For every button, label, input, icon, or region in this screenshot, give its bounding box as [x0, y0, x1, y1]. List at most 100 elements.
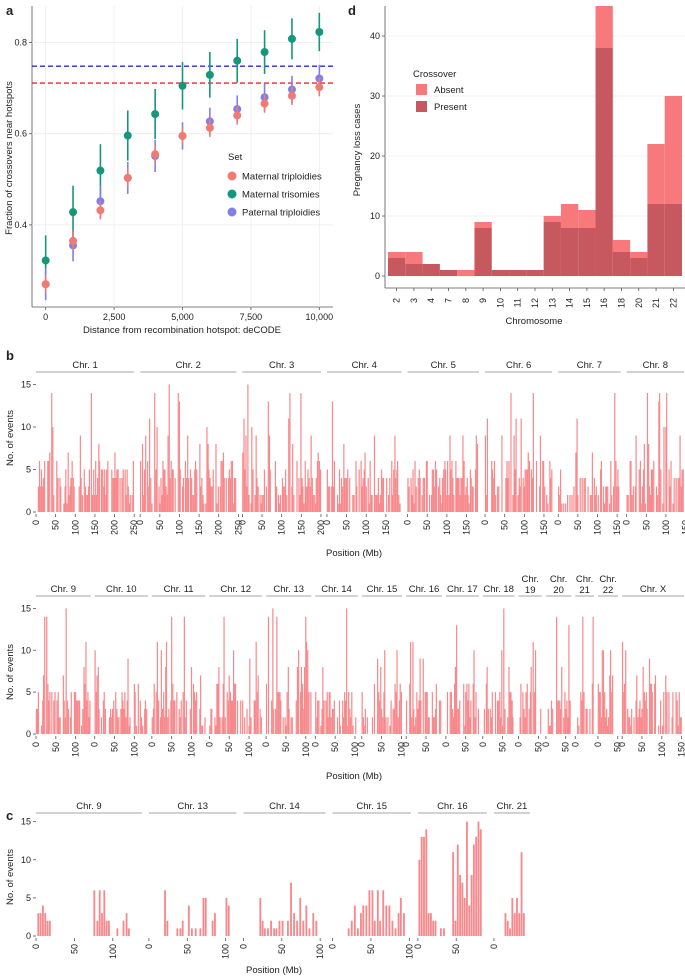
c-bar: [427, 913, 430, 936]
a-point-maternal-trisomies: [205, 70, 214, 79]
c-bar: [463, 897, 466, 936]
b-row1-bar: [467, 495, 469, 512]
b-row2-bar: [240, 700, 242, 734]
b-row1-bar: [308, 478, 310, 512]
b-row1-bar: [179, 469, 181, 512]
b-row1-bar: [343, 444, 345, 512]
b-row1-bar: [475, 435, 477, 512]
b-row2-bar: [393, 708, 395, 734]
b-row2-bar: [219, 717, 221, 734]
b-row2-bar: [89, 700, 91, 734]
c-x-tick-label: 50: [277, 944, 287, 954]
c-bar: [296, 920, 299, 936]
b-row2-bar: [214, 717, 216, 734]
b-row1-bar: [501, 435, 503, 512]
c-bar: [425, 829, 428, 936]
b-row1-bar: [597, 495, 599, 512]
b-row2-strip-label: Chr. 18: [483, 584, 514, 595]
c-x-tick-label: 0: [328, 944, 338, 949]
b-row2-bar: [591, 683, 593, 734]
b-row1-strip-label: Chr. 7: [577, 360, 602, 371]
b-row2-x-tick-label: 0: [441, 742, 451, 747]
b-row1-bar: [212, 469, 214, 512]
b-row2-bar: [349, 708, 351, 734]
b-row2-bar: [373, 683, 376, 734]
b-row1-bar: [629, 461, 631, 512]
b-row1-facet-chr-7: Chr. 7 0 50 100 150: [553, 360, 622, 535]
b-row2-bar: [267, 616, 270, 734]
b-row1-bar: [296, 461, 298, 512]
b-row2-bar: [638, 708, 640, 734]
b-row2-bar: [566, 700, 568, 734]
b-row1-bar: [47, 461, 49, 512]
b-row2-bar: [530, 667, 532, 734]
b-row2-bar: [434, 708, 437, 734]
a-point-maternal-triploidies: [178, 131, 187, 140]
b-row2-bar: [640, 717, 642, 734]
b-row2-x-tick-label: 50: [637, 742, 647, 752]
b-row1-bar: [317, 452, 319, 512]
b-row2-bar: [104, 708, 107, 734]
c-bar: [187, 905, 190, 936]
b-row2-x-label: Position (Mb): [326, 771, 382, 782]
b-row1-bar: [611, 495, 613, 512]
b-row2-bar: [366, 717, 368, 734]
b-row1-bar: [549, 461, 551, 512]
c-bar: [518, 913, 521, 936]
b-row1-bar: [328, 486, 330, 512]
b-row2-bar: [103, 692, 105, 734]
b-row1-bar: [495, 495, 497, 512]
b-row2-bar: [350, 717, 352, 734]
b-row2-bar: [184, 717, 186, 734]
b-row1-bar: [444, 461, 446, 512]
b-row1-bar: [60, 486, 62, 512]
b-row2-bar: [291, 717, 293, 734]
d-y-tick-label: 10: [370, 211, 380, 221]
c-bar: [96, 920, 99, 936]
b-row1-bar: [655, 486, 658, 512]
b-row1-bar: [675, 478, 677, 512]
b-row2-bar: [56, 700, 58, 734]
b-row1-bar: [603, 503, 606, 512]
d-bar-present-chr-3: [405, 264, 423, 276]
b-row1-bar: [171, 469, 173, 512]
b-row1-bar: [565, 503, 567, 512]
b-row1-bar: [38, 461, 41, 512]
c-bar: [468, 905, 471, 936]
b-row2-bar: [236, 700, 239, 734]
b-row2-bar: [569, 700, 571, 734]
b-row2-bar: [663, 692, 665, 734]
b-row2-bar: [680, 717, 682, 734]
b-row2-bar: [344, 692, 346, 734]
c-bar: [287, 920, 289, 936]
b-row2-bar: [474, 717, 476, 734]
b-row2-facet-chr-10: Chr. 10 0 50 100: [90, 584, 148, 757]
b-row2-bar: [510, 692, 512, 734]
b-row2-bar: [446, 692, 449, 734]
b-row1-bar: [279, 503, 281, 512]
b-row2-bar: [163, 717, 166, 734]
b-row2-bar: [549, 725, 551, 734]
c-bar: [391, 920, 394, 936]
c-bar: [511, 897, 514, 936]
b-row2-bar: [671, 717, 673, 734]
b-row2-bar: [528, 708, 530, 734]
b-row2-bar: [271, 700, 273, 734]
b-row1-bar: [679, 435, 681, 512]
b-row2-bar: [64, 717, 66, 734]
b-row1-bar: [642, 469, 645, 512]
b-row1-bar: [571, 495, 573, 512]
c-bar: [299, 897, 302, 936]
b-row2-bar: [599, 692, 601, 734]
b-row2-bar: [70, 692, 72, 734]
b-row2-bar: [507, 717, 509, 734]
b-row2-strip-label: 20: [553, 585, 564, 596]
b-row2-bar: [250, 717, 252, 734]
b-row1-bar: [453, 495, 455, 512]
b-row1-bar: [614, 393, 616, 512]
b-row1-strip-label: Chr. 4: [352, 360, 377, 371]
b-row2-bar: [224, 717, 226, 734]
b-row1-bar: [358, 469, 360, 512]
c-bar: [477, 821, 480, 936]
b-row2-bar: [144, 700, 147, 734]
